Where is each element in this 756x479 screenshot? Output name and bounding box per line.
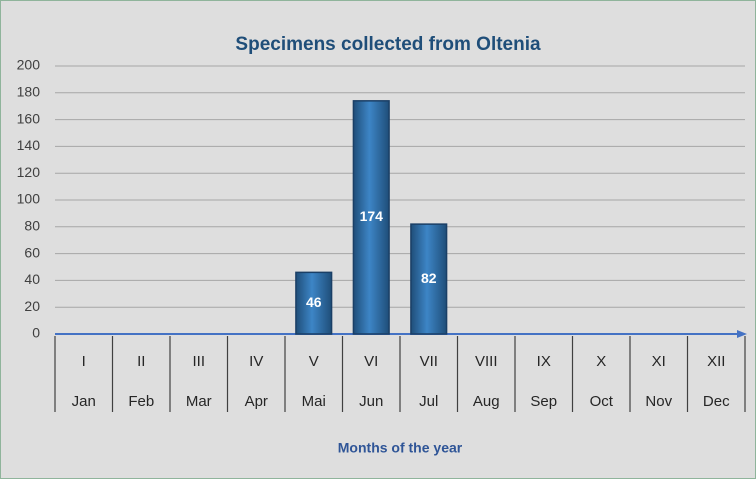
data-label: 174 — [360, 208, 384, 224]
x-subcategory-label: Mai — [302, 393, 326, 410]
y-tick-label: 0 — [32, 325, 40, 341]
y-tick-label: 160 — [17, 110, 41, 126]
x-subcategory-label: Jan — [72, 393, 96, 410]
bar — [352, 100, 390, 335]
x-tick-label: X — [596, 353, 606, 370]
x-subcategory-label: Nov — [645, 393, 672, 410]
x-tick-label: V — [309, 353, 319, 370]
y-tick-label: 80 — [24, 218, 40, 234]
x-tick-label: I — [82, 353, 86, 370]
x-subcategory-label: Mar — [186, 393, 212, 410]
x-subcategory-label: Aug — [473, 393, 500, 410]
x-subcategory-label: Jul — [419, 393, 438, 410]
data-label: 46 — [306, 294, 322, 310]
y-tick-label: 100 — [17, 191, 41, 207]
data-label: 82 — [421, 270, 437, 286]
x-axis-title: Months of the year — [338, 440, 463, 456]
y-tick-label: 40 — [24, 271, 40, 287]
x-tick-label: IV — [249, 353, 263, 370]
bar — [295, 271, 333, 335]
x-tick-label: VIII — [475, 353, 498, 370]
x-subcategory-label: Dec — [703, 393, 730, 410]
y-tick-label: 20 — [24, 298, 40, 314]
x-tick-label: III — [192, 353, 205, 370]
x-subcategory-label: Feb — [128, 393, 154, 410]
bar — [410, 223, 448, 335]
y-tick-label: 200 — [17, 57, 41, 73]
x-tick-label: VII — [420, 353, 438, 370]
x-subcategory-label: Jun — [359, 393, 383, 410]
y-tick-label: 60 — [24, 244, 40, 260]
x-subcategory-label: Sep — [530, 393, 557, 410]
x-tick-label: VI — [364, 353, 378, 370]
x-subcategory-label: Apr — [245, 393, 268, 410]
y-tick-label: 120 — [17, 164, 41, 180]
x-tick-label: IX — [537, 353, 551, 370]
y-tick-label: 180 — [17, 84, 41, 100]
x-tick-label: II — [137, 353, 145, 370]
x-tick-label: XII — [707, 353, 725, 370]
x-axis-arrow — [737, 330, 747, 338]
chart-title: Specimens collected from Oltenia — [235, 34, 541, 55]
x-subcategory-label: Oct — [590, 393, 614, 410]
y-tick-label: 140 — [17, 137, 41, 153]
x-tick-label: XI — [652, 353, 666, 370]
